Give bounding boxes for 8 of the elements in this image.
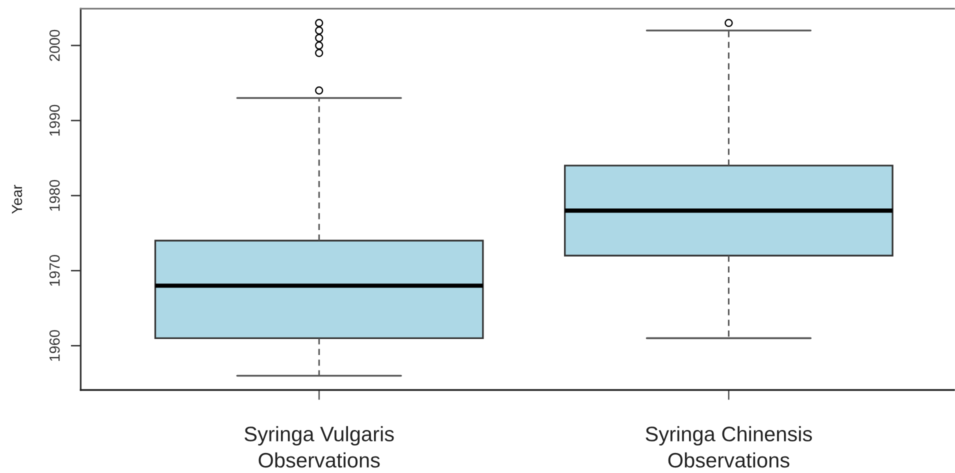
y-tick-label: 1970	[49, 255, 60, 286]
x-tick-label: Syringa Vulgaris Observations	[244, 426, 394, 468]
y-tick-label: 1960	[49, 330, 60, 361]
y-tick-label: 1980	[49, 180, 60, 211]
y-axis-title: Year	[12, 184, 22, 214]
y-tick-label: 2000	[49, 30, 60, 61]
y-tick-label: 1990	[49, 104, 60, 136]
x-tick-label: Syringa Chinensis Observations	[646, 426, 812, 468]
